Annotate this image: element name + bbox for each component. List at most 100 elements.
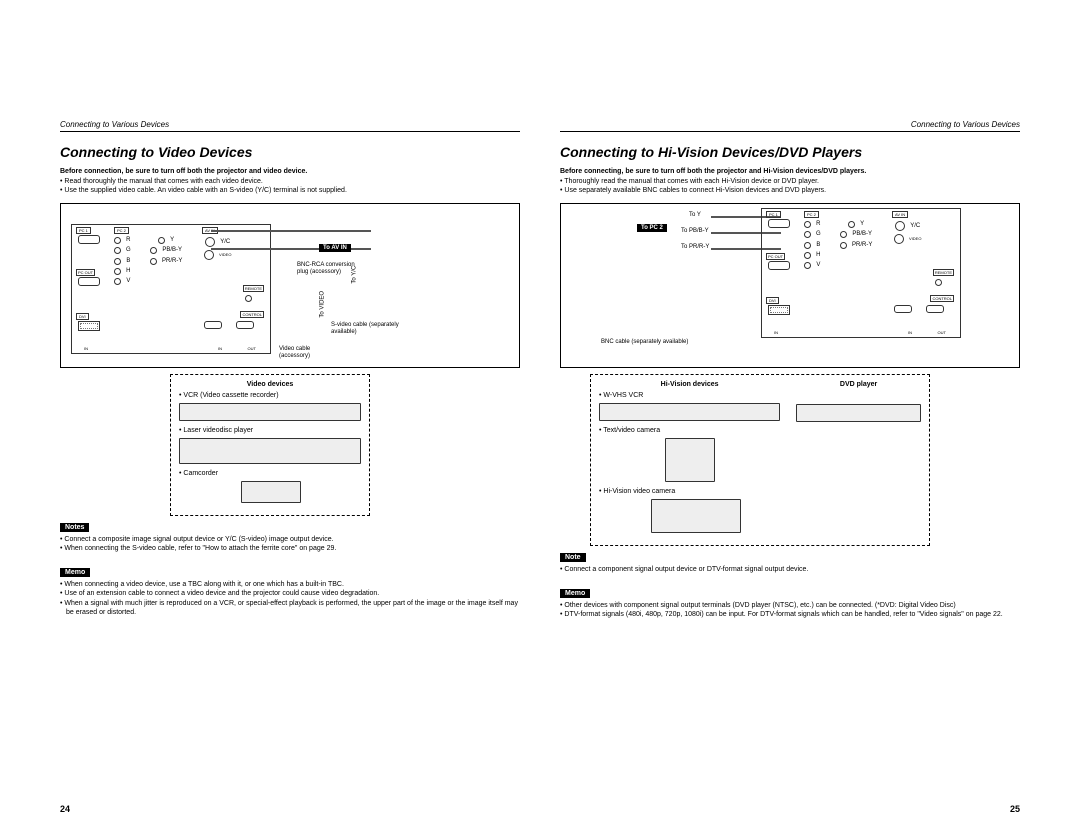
remote-port (935, 279, 942, 287)
panel-label-out: OUT (938, 330, 946, 335)
memo-list-left: When connecting a video device, use a TB… (60, 580, 520, 616)
panel-label-out: OUT (248, 346, 256, 351)
note-item: Connect a component signal output device… (560, 565, 1020, 574)
control-ports (894, 305, 944, 313)
panel-label-in: IN (774, 330, 778, 335)
top-bullets-right: Thoroughly read the manual that comes wi… (560, 177, 1020, 195)
video-cable-label: Video cable (accessory) (279, 346, 339, 360)
dsub-port (78, 235, 100, 245)
component-column: Y PB/B-Y PR/R-Y (150, 237, 182, 265)
page-right: Connecting to Various Devices Connecting… (560, 120, 1020, 784)
panel-label-remote: REMOTE (243, 285, 264, 292)
device-label: • W-VHS VCR (599, 392, 780, 399)
note-item: Connect a composite image signal output … (60, 535, 520, 544)
connection-diagram-right: To PC 2 To Y To PB/B-Y To PR/R-Y PC 1 PC… (560, 203, 1020, 368)
camcorder-illustration (241, 481, 301, 503)
to-av-in-tag: To AV IN (319, 244, 351, 252)
dsub-port (78, 277, 100, 287)
panel-label-pcout: PC OUT (766, 253, 785, 260)
to-y-label: To Y (689, 212, 701, 219)
notes-list-left: Connect a composite image signal output … (60, 535, 520, 553)
projector-rear-panel-right: PC 1 PC OUT DVI IN PC 2 R G B H V Y PB/B… (761, 208, 961, 338)
vcr-illustration (179, 403, 361, 421)
panel-label-dvi: DVI (76, 313, 89, 320)
device-label: • Hi-Vision video camera (599, 488, 780, 495)
to-video-label: To VIDEO (319, 291, 326, 318)
page-number-right: 25 (1010, 804, 1020, 814)
dvd-player-title: DVD player (788, 381, 929, 388)
panel-label-pc1: PC 1 (766, 211, 781, 218)
cable-yc (211, 230, 371, 232)
panel-label-remote: REMOTE (933, 269, 954, 276)
memo-item: Use of an extension cable to connect a v… (60, 589, 520, 598)
dvi-port (768, 305, 790, 316)
memo-item: When connecting a video device, use a TB… (60, 580, 520, 589)
memo-heading: Memo (560, 589, 590, 598)
notes-heading: Notes (60, 523, 89, 532)
device-label: • Camcorder (179, 470, 361, 477)
bullet: Use separately available BNC cables to c… (560, 186, 1020, 195)
note-item: When connecting the S-video cable, refer… (60, 544, 520, 553)
video-devices-title: Video devices (171, 381, 369, 388)
section-title-left: Connecting to Video Devices (60, 144, 520, 160)
running-head-right: Connecting to Various Devices (560, 120, 1020, 132)
page-spread: Connecting to Various Devices Connecting… (60, 120, 1020, 784)
dvi-port (78, 321, 100, 332)
page-left: Connecting to Various Devices Connecting… (60, 120, 520, 784)
hivcam-illustration (651, 499, 741, 533)
section-title-right: Connecting to Hi-Vision Devices/DVD Play… (560, 144, 1020, 160)
hivision-devices-title: Hi-Vision devices (591, 381, 788, 388)
memo-item: DTV-format signals (480i, 480p, 720p, 10… (560, 610, 1020, 619)
to-pb-label: To PB/B-Y (681, 228, 709, 235)
memo-list-right: Other devices with component signal outp… (560, 601, 1020, 619)
bullet: Thoroughly read the manual that comes wi… (560, 177, 1020, 186)
wvhs-illustration (599, 403, 780, 421)
textcam-illustration (665, 438, 715, 482)
video-devices-box: Video devices • VCR (Video cassette reco… (170, 374, 370, 516)
panel-label-control: CONTROL (930, 295, 954, 302)
rgbhv-column: R G B H V (804, 221, 821, 269)
to-yc-label: To Y/C (351, 266, 358, 284)
page-number-left: 24 (60, 804, 70, 814)
hivision-devices-box: Hi-Vision devices • W-VHS VCR • Text/vid… (590, 374, 930, 546)
connection-diagram-left: PC 1 PC OUT DVI IN PC 2 R G B H V (60, 203, 520, 368)
control-ports (204, 321, 254, 329)
notes-list-right: Connect a component signal output device… (560, 565, 1020, 574)
panel-label-control: CONTROL (240, 311, 264, 318)
device-label: • Text/video camera (599, 427, 780, 434)
device-label: • VCR (Video cassette recorder) (179, 392, 361, 399)
memo-heading: Memo (60, 568, 90, 577)
panel-label-pcout: PC OUT (76, 269, 95, 276)
remote-port (245, 295, 252, 303)
dvd-illustration (796, 404, 921, 422)
to-pr-label: To PR/R-Y (681, 244, 709, 251)
panel-label-in2: IN (908, 330, 912, 335)
panel-label-pc2: PC 2 (114, 227, 129, 234)
dsub-port (768, 261, 790, 271)
memo-item: Other devices with component signal outp… (560, 601, 1020, 610)
avin-column: Y/C VIDEO (894, 221, 921, 244)
panel-label-dvi: DVI (766, 297, 779, 304)
device-label: • Laser videodisc player (179, 427, 361, 434)
panel-label-pc2: PC 2 (804, 211, 819, 218)
panel-label-avin: AV IN (892, 211, 908, 218)
to-pc2-tag: To PC 2 (637, 224, 667, 232)
running-head-left: Connecting to Various Devices (60, 120, 520, 132)
panel-label-in: IN (84, 346, 88, 351)
projector-rear-panel: PC 1 PC OUT DVI IN PC 2 R G B H V (71, 224, 271, 354)
lead-text-right: Before connecting, be sure to turn off b… (560, 168, 1020, 175)
bullet: Read thoroughly the manual that comes wi… (60, 177, 520, 186)
dsub-port (768, 219, 790, 229)
svideo-cable-label: S-video cable (separately available) (331, 322, 411, 336)
note-heading: Note (560, 553, 586, 562)
panel-label-in2: IN (218, 346, 222, 351)
component-column: Y PB/B-Y PR/R-Y (840, 221, 872, 249)
memo-item: When a signal with much jitter is reprod… (60, 599, 520, 617)
top-bullets-left: Read thoroughly the manual that comes wi… (60, 177, 520, 195)
laserdisc-illustration (179, 438, 361, 464)
lead-text-left: Before connection, be sure to turn off b… (60, 168, 520, 175)
rgbhv-column: R G B H V (114, 237, 131, 285)
panel-label-pc1: PC 1 (76, 227, 91, 234)
bullet: Use the supplied video cable. An video c… (60, 186, 520, 195)
bnc-cable-label: BNC cable (separately available) (601, 339, 701, 346)
